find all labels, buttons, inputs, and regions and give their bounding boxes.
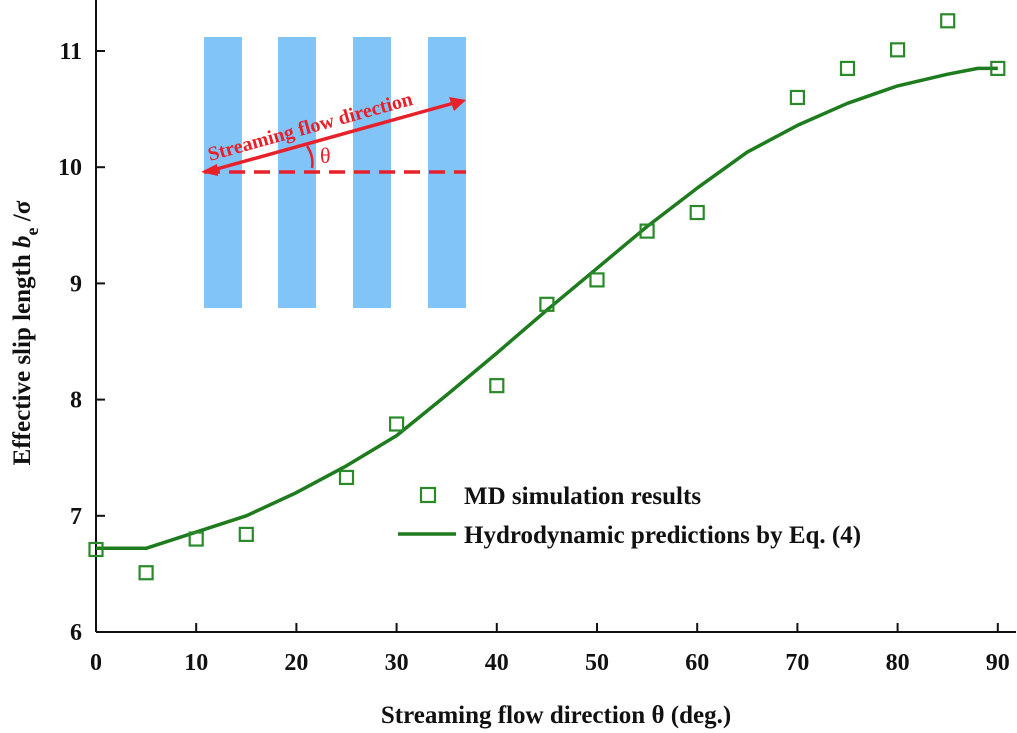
data-point-md	[338, 469, 355, 486]
data-point-md	[639, 223, 655, 239]
y-axis-label: Effective slip length be /σ	[9, 200, 42, 465]
inset-diagram: Streaming flow direction θ	[201, 37, 466, 308]
y-tick-label: 6	[70, 620, 82, 646]
inset-arrow-head	[449, 97, 466, 111]
data-point-md	[238, 526, 254, 542]
plot-series	[88, 13, 1006, 581]
legend-marker-square	[419, 486, 437, 504]
data-point-md	[389, 416, 405, 432]
data-point-md	[990, 60, 1006, 77]
y-axis-label-subscript: e	[22, 227, 42, 235]
legend: MD simulation results Hydrodynamic predi…	[398, 483, 861, 549]
y-tick-label: 7	[70, 504, 82, 530]
data-point-md	[689, 204, 705, 221]
data-point-md	[138, 565, 154, 581]
x-tick-label: 20	[284, 650, 308, 676]
y-tick-label: 10	[58, 155, 82, 181]
y-tick-label: 8	[70, 388, 82, 414]
inset-arrow-tail-head	[201, 164, 218, 176]
axes	[95, 0, 1016, 633]
inset-angle-label: θ	[320, 143, 331, 168]
x-tick-label: 40	[485, 650, 509, 676]
y-axis-label-main: Effective slip length	[9, 248, 36, 465]
y-ticks: 6 7 8 9 10 11	[58, 39, 105, 646]
inset-flow-arrow	[205, 101, 455, 174]
x-tick-label: 10	[184, 650, 208, 676]
x-tick-label: 80	[886, 650, 910, 676]
x-tick-label: 70	[785, 650, 809, 676]
legend-label-hydrodynamic: Hydrodynamic predictions by Eq. (4)	[464, 522, 861, 549]
x-tick-label: 30	[385, 650, 409, 676]
x-ticks: 0 10 20 30 40 50 60 70 80 90	[90, 623, 1010, 676]
data-point-md	[940, 13, 956, 29]
x-tick-label: 0	[90, 650, 102, 676]
data-point-md	[88, 541, 104, 558]
data-point-md	[188, 531, 204, 547]
data-point-md	[839, 60, 856, 77]
x-tick-label: 90	[986, 650, 1010, 676]
data-point-md	[489, 378, 505, 394]
y-axis-label-tail: /σ	[9, 200, 36, 227]
data-point-md	[589, 272, 605, 288]
data-point-md	[789, 89, 806, 106]
legend-label-md: MD simulation results	[464, 483, 701, 510]
x-tick-label: 50	[585, 650, 609, 676]
series-line-hydrodynamic	[96, 66, 998, 551]
inset-angle-arc	[305, 145, 314, 169]
data-point-md	[539, 296, 555, 312]
y-tick-label: 9	[70, 271, 82, 297]
x-axis-label: Streaming flow direction θ (deg.)	[381, 702, 731, 729]
y-axis-label-variable: b	[9, 235, 36, 248]
y-tick-label: 11	[59, 39, 82, 65]
x-tick-label: 60	[685, 650, 709, 676]
data-point-md	[889, 42, 906, 58]
